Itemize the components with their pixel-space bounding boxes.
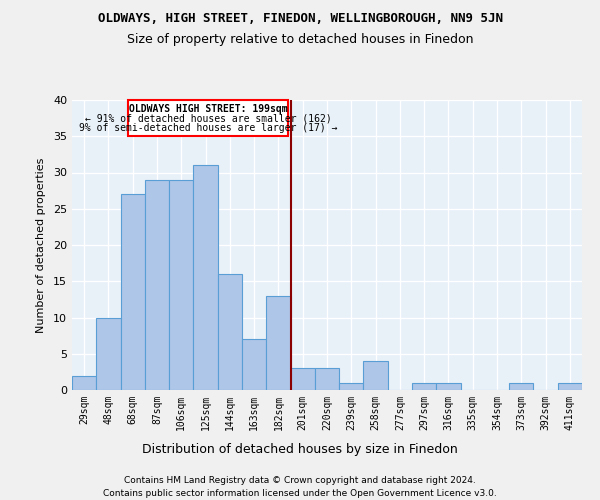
Bar: [193, 165, 218, 390]
Text: Contains public sector information licensed under the Open Government Licence v3: Contains public sector information licen…: [103, 489, 497, 498]
Bar: [72, 376, 96, 390]
Bar: [315, 368, 339, 390]
Bar: [96, 318, 121, 390]
Bar: [145, 180, 169, 390]
Bar: [169, 180, 193, 390]
Bar: [242, 339, 266, 390]
FancyBboxPatch shape: [128, 100, 288, 136]
Text: Size of property relative to detached houses in Finedon: Size of property relative to detached ho…: [127, 32, 473, 46]
Bar: [436, 383, 461, 390]
Bar: [290, 368, 315, 390]
Bar: [509, 383, 533, 390]
Bar: [558, 383, 582, 390]
Text: 9% of semi-detached houses are larger (17) →: 9% of semi-detached houses are larger (1…: [79, 122, 337, 132]
Bar: [218, 274, 242, 390]
Text: OLDWAYS HIGH STREET: 199sqm: OLDWAYS HIGH STREET: 199sqm: [128, 104, 287, 114]
Y-axis label: Number of detached properties: Number of detached properties: [36, 158, 46, 332]
Bar: [412, 383, 436, 390]
Bar: [339, 383, 364, 390]
Text: Distribution of detached houses by size in Finedon: Distribution of detached houses by size …: [142, 442, 458, 456]
Bar: [364, 361, 388, 390]
Text: Contains HM Land Registry data © Crown copyright and database right 2024.: Contains HM Land Registry data © Crown c…: [124, 476, 476, 485]
Bar: [266, 296, 290, 390]
Text: ← 91% of detached houses are smaller (162): ← 91% of detached houses are smaller (16…: [85, 113, 331, 123]
Bar: [121, 194, 145, 390]
Text: OLDWAYS, HIGH STREET, FINEDON, WELLINGBOROUGH, NN9 5JN: OLDWAYS, HIGH STREET, FINEDON, WELLINGBO…: [97, 12, 503, 26]
